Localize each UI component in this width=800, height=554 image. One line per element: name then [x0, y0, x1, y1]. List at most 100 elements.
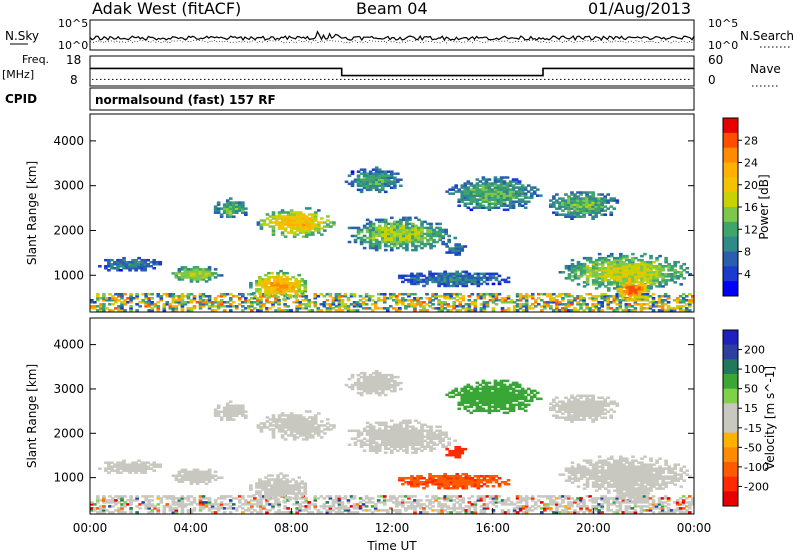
velocity-cell — [304, 509, 309, 512]
power-cell — [609, 271, 614, 274]
power-cell — [612, 294, 617, 298]
power-cell — [377, 176, 382, 180]
power-cell — [452, 280, 457, 284]
power-cell — [380, 240, 385, 244]
velocity-cell — [666, 499, 671, 502]
power-cell — [307, 219, 312, 222]
power-cell — [564, 307, 568, 310]
power-cell — [582, 301, 586, 304]
power-cell — [171, 307, 176, 310]
power-cell — [443, 274, 447, 278]
power-cell — [174, 301, 179, 304]
power-cell — [457, 243, 462, 246]
velocity-cell — [597, 503, 601, 506]
power-cell — [222, 292, 227, 296]
velocity-cell — [150, 503, 155, 506]
power-cell — [649, 264, 653, 268]
velocity-cell — [350, 429, 355, 433]
power-cell — [180, 294, 185, 298]
power-cell — [192, 278, 197, 281]
power-cell — [517, 190, 522, 193]
power-cell — [307, 309, 312, 312]
velocity-cell — [396, 429, 400, 433]
power-cell — [640, 288, 645, 291]
power-cell — [291, 286, 295, 289]
power-cell — [405, 228, 409, 232]
power-cell — [168, 307, 173, 310]
power-cell — [399, 220, 403, 224]
velocity-cell — [331, 505, 336, 508]
power-cell — [508, 190, 513, 193]
velocity-cell — [594, 509, 598, 512]
power-cell — [365, 184, 370, 188]
power-cell — [520, 204, 525, 208]
power-cell — [567, 195, 571, 198]
power-cell — [643, 277, 647, 280]
power-cell — [374, 232, 379, 236]
power-cell — [615, 285, 620, 288]
power-cell — [637, 286, 642, 289]
power-cell — [216, 203, 221, 206]
power-cell — [119, 264, 123, 268]
power-cell — [271, 211, 276, 214]
power-cell — [189, 276, 194, 279]
velocity-cell — [395, 497, 399, 500]
power-cell — [407, 280, 411, 284]
velocity-cell — [252, 494, 256, 497]
power-cell — [292, 227, 297, 230]
power-cell — [189, 270, 194, 273]
velocity-cell — [588, 509, 592, 512]
power-cell — [383, 220, 388, 224]
velocity-cell — [111, 497, 115, 500]
velocity-cell — [256, 501, 260, 504]
power-cell — [317, 227, 321, 230]
power-cell — [399, 238, 403, 242]
velocity-cell — [138, 503, 142, 506]
power-cell — [561, 309, 565, 312]
power-cell — [298, 229, 303, 232]
power-cell — [228, 211, 233, 214]
power-cell — [588, 307, 592, 310]
power-cell — [455, 305, 460, 308]
power-cell — [413, 274, 417, 278]
power-cell — [377, 240, 382, 244]
power-cell — [682, 268, 687, 272]
power-cell — [475, 178, 480, 181]
velocity-cell — [380, 441, 385, 444]
power-cell — [600, 260, 605, 264]
power-cell — [126, 301, 130, 304]
velocity-cell — [382, 497, 387, 500]
power-cell — [591, 303, 595, 306]
power-cell — [374, 186, 379, 190]
velocity-cell — [297, 484, 301, 487]
power-cell — [527, 294, 532, 298]
power-cell — [615, 266, 620, 270]
velocity-cell — [588, 495, 592, 498]
velocity-cell — [177, 478, 182, 482]
velocity-cell — [237, 495, 242, 498]
velocity-cell — [98, 467, 102, 470]
velocity-cell — [295, 503, 299, 506]
power-cell — [579, 296, 583, 300]
power-cell — [277, 225, 282, 228]
power-cell — [622, 268, 626, 272]
velocity-cell — [96, 501, 100, 504]
power-cell — [276, 273, 280, 277]
power-cell — [570, 215, 574, 218]
power-cell — [625, 284, 630, 287]
power-cell — [283, 221, 288, 224]
power-cell — [141, 299, 145, 302]
power-cell — [636, 299, 641, 302]
power-cell — [508, 182, 513, 185]
velocity-cell — [399, 421, 403, 425]
power-cell — [634, 271, 638, 274]
power-cell — [441, 242, 445, 246]
power-cell — [198, 305, 203, 308]
velocity-cell — [603, 497, 608, 500]
velocity-cell — [374, 445, 379, 448]
velocity-cell — [458, 511, 463, 514]
velocity-cell — [231, 418, 236, 421]
velocity-cell — [195, 470, 200, 474]
power-cell — [289, 227, 294, 230]
power-cell — [594, 197, 598, 200]
